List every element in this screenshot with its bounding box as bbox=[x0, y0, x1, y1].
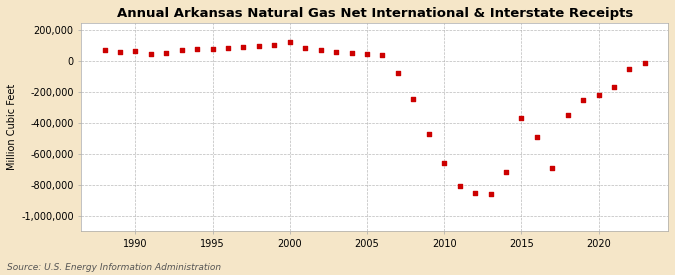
Point bbox=[362, 51, 373, 56]
Title: Annual Arkansas Natural Gas Net International & Interstate Receipts: Annual Arkansas Natural Gas Net Internat… bbox=[117, 7, 633, 20]
Point bbox=[639, 61, 650, 65]
Point bbox=[300, 46, 310, 51]
Point bbox=[238, 45, 249, 49]
Point bbox=[99, 47, 110, 52]
Point bbox=[130, 48, 141, 53]
Point bbox=[531, 135, 542, 139]
Point bbox=[578, 98, 589, 102]
Point bbox=[207, 46, 218, 51]
Y-axis label: Million Cubic Feet: Million Cubic Feet bbox=[7, 84, 17, 170]
Point bbox=[408, 97, 418, 101]
Point bbox=[115, 50, 126, 54]
Point bbox=[346, 51, 357, 55]
Point bbox=[161, 50, 171, 55]
Point bbox=[145, 52, 156, 56]
Point bbox=[562, 113, 573, 117]
Point bbox=[223, 45, 234, 50]
Point bbox=[377, 53, 388, 57]
Point bbox=[392, 70, 403, 75]
Point bbox=[331, 49, 342, 54]
Point bbox=[454, 184, 465, 189]
Point bbox=[269, 43, 279, 47]
Point bbox=[423, 132, 434, 136]
Point bbox=[470, 191, 481, 196]
Point bbox=[192, 47, 202, 51]
Point bbox=[624, 67, 635, 72]
Point bbox=[485, 192, 496, 196]
Point bbox=[254, 44, 265, 48]
Point bbox=[284, 40, 295, 45]
Point bbox=[315, 48, 326, 52]
Point bbox=[516, 115, 526, 120]
Point bbox=[439, 161, 450, 165]
Point bbox=[609, 85, 620, 90]
Point bbox=[176, 48, 187, 52]
Text: Source: U.S. Energy Information Administration: Source: U.S. Energy Information Administ… bbox=[7, 263, 221, 272]
Point bbox=[547, 166, 558, 170]
Point bbox=[593, 93, 604, 97]
Point bbox=[501, 170, 512, 175]
